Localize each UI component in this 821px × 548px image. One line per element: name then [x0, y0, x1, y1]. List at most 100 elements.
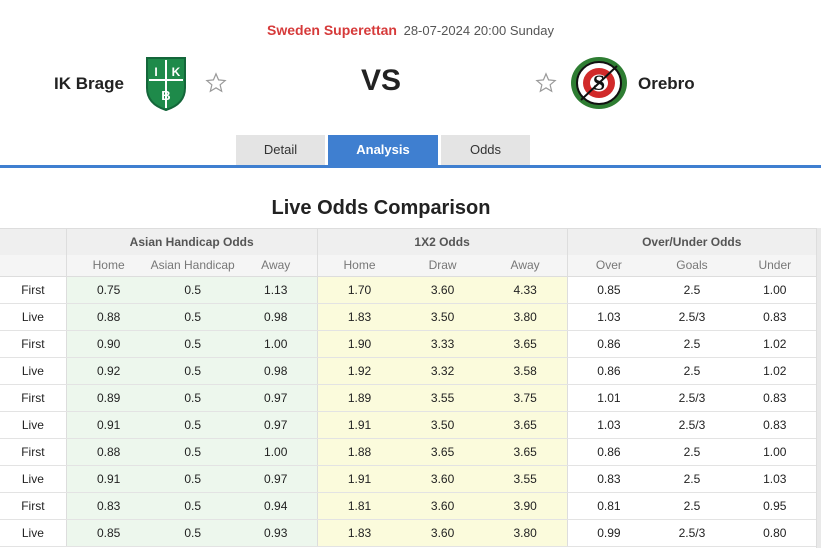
odds-cell: 1.13: [234, 276, 318, 304]
odds-cell: 0.98: [234, 357, 318, 385]
odds-cell: 3.65: [401, 438, 484, 466]
table-row: First 0.75 0.5 1.13 1.70 3.60 4.33 0.85 2.5 1.00: [0, 276, 816, 304]
odds-cell: 2.5: [650, 357, 734, 385]
row-type-label: First: [0, 330, 67, 358]
odds-cell: 1.00: [234, 438, 318, 466]
tab-detail[interactable]: Detail: [236, 135, 325, 165]
tab-analysis[interactable]: Analysis: [328, 135, 438, 165]
odds-cell: 0.5: [150, 276, 235, 304]
odds-cell: 3.65: [483, 330, 568, 358]
odds-cell: 1.83: [316, 303, 402, 331]
match-info: Sweden Superettan 28-07-2024 20:00 Sunda…: [0, 22, 821, 38]
table-row: First 0.90 0.5 1.00 1.90 3.33 3.65 0.86 2.5 1.02: [0, 330, 816, 358]
row-type-label: Live: [0, 411, 67, 439]
vs-label: VS: [360, 64, 402, 97]
odds-cell: 3.32: [401, 357, 484, 385]
svg-text:B: B: [161, 88, 170, 103]
table-row: Live 0.91 0.5 0.97 1.91 3.60 3.55 0.83 2.5 1.03: [0, 465, 816, 493]
odds-cell: 0.5: [150, 492, 235, 520]
row-type-label: First: [0, 438, 67, 466]
odds-comparison-table: Asian Handicap Odds 1X2 Odds Over/Under …: [0, 228, 816, 547]
over-under-header: Over/Under Odds: [566, 228, 816, 255]
odds-cell: 0.86: [566, 438, 651, 466]
odds-cell: 0.83: [566, 465, 651, 493]
odds-cell: 3.60: [401, 492, 484, 520]
league-link[interactable]: Sweden Superettan: [267, 22, 397, 38]
favorite-home-star-icon[interactable]: [205, 72, 227, 94]
odds-cell: 2.5: [650, 492, 734, 520]
odds-cell: 0.91: [65, 465, 151, 493]
odds-cell: 2.5: [650, 438, 734, 466]
table-row: Live 0.92 0.5 0.98 1.92 3.32 3.58 0.86 2.5 1.02: [0, 357, 816, 385]
odds-cell: 1.00: [733, 438, 816, 466]
odds-cell: 0.97: [234, 465, 318, 493]
odds-cell: 0.89: [65, 384, 151, 412]
odds-cell: 0.93: [234, 519, 318, 547]
odds-cell: 3.65: [483, 438, 568, 466]
odds-cell: 0.97: [234, 384, 318, 412]
odds-cell: 1.00: [234, 330, 318, 358]
row-type-label: First: [0, 492, 67, 520]
odds-cell: 0.83: [733, 411, 816, 439]
odds-cell: 1.81: [316, 492, 402, 520]
odds-cell: 0.5: [150, 303, 235, 331]
col-ah-handicap: Asian Handicap: [150, 254, 235, 277]
odds-cell: 3.60: [401, 519, 484, 547]
odds-cell: 3.80: [483, 519, 568, 547]
odds-cell: 0.88: [65, 303, 151, 331]
odds-cell: 0.95: [733, 492, 816, 520]
odds-cell: 2.5/3: [650, 411, 734, 439]
col-1x2-home: Home: [316, 254, 402, 277]
odds-cell: 4.33: [483, 276, 568, 304]
odds-cell: 0.5: [150, 357, 235, 385]
table-row: First 0.83 0.5 0.94 1.81 3.60 3.90 0.81 2.5 0.95: [0, 492, 816, 520]
odds-cell: 0.99: [566, 519, 651, 547]
odds-cell: 3.50: [401, 411, 484, 439]
ik-brage-crest-icon[interactable]: I K B: [143, 54, 189, 112]
odds-cell: 1.00: [733, 276, 816, 304]
odds-cell: 0.5: [150, 411, 235, 439]
tab-odds[interactable]: Odds: [441, 135, 530, 165]
odds-body: First 0.75 0.5 1.13 1.70 3.60 4.33 0.85 2.5 1.00 L…: [0, 276, 816, 547]
away-team-name[interactable]: Orebro: [638, 74, 695, 93]
match-datetime: 28-07-2024 20:00 Sunday: [403, 23, 554, 38]
col-ah-away: Away: [234, 254, 318, 277]
orebro-crest-icon[interactable]: S: [569, 55, 629, 111]
table-row: First 0.89 0.5 0.97 1.89 3.55 3.75 1.01 2.5/3 0.8…: [0, 384, 816, 412]
odds-cell: 1.01: [566, 384, 651, 412]
col-ou-goals: Goals: [650, 254, 734, 277]
page-tabs: Detail Analysis Odds: [236, 135, 530, 165]
svg-text:I: I: [154, 65, 157, 79]
corner-sub-cell: [0, 254, 67, 277]
odds-cell: 0.88: [65, 438, 151, 466]
table-row: Live 0.88 0.5 0.98 1.83 3.50 3.80 1.03 2.5/3 0.83: [0, 303, 816, 331]
odds-cell: 0.86: [566, 330, 651, 358]
odds-cell: 3.90: [483, 492, 568, 520]
favorite-away-star-icon[interactable]: [535, 72, 557, 94]
match-header: Sweden Superettan 28-07-2024 20:00 Sunda…: [0, 0, 821, 168]
section-title: Live Odds Comparison: [271, 197, 491, 219]
asian-handicap-header: Asian Handicap Odds: [65, 228, 318, 255]
col-1x2-away: Away: [483, 254, 568, 277]
odds-cell: 1.03: [566, 411, 651, 439]
row-type-label: Live: [0, 465, 67, 493]
odds-cell: 1.70: [316, 276, 402, 304]
odds-cell: 0.91: [65, 411, 151, 439]
table-row: Live 0.91 0.5 0.97 1.91 3.50 3.65 1.03 2.5/3 0.83: [0, 411, 816, 439]
home-team-name[interactable]: IK Brage: [54, 74, 124, 93]
odds-cell: 3.60: [401, 276, 484, 304]
odds-cell: 1.90: [316, 330, 402, 358]
odds-cell: 3.55: [483, 465, 568, 493]
col-1x2-draw: Draw: [401, 254, 484, 277]
odds-cell: 0.5: [150, 438, 235, 466]
odds-cell: 0.5: [150, 330, 235, 358]
odds-cell: 0.83: [733, 384, 816, 412]
odds-cell: 0.5: [150, 519, 235, 547]
row-type-label: First: [0, 276, 67, 304]
odds-cell: 0.85: [65, 519, 151, 547]
odds-cell: 1.91: [316, 465, 402, 493]
odds-cell: 1.88: [316, 438, 402, 466]
odds-cell: 3.60: [401, 465, 484, 493]
odds-cell: 0.75: [65, 276, 151, 304]
row-type-label: First: [0, 384, 67, 412]
